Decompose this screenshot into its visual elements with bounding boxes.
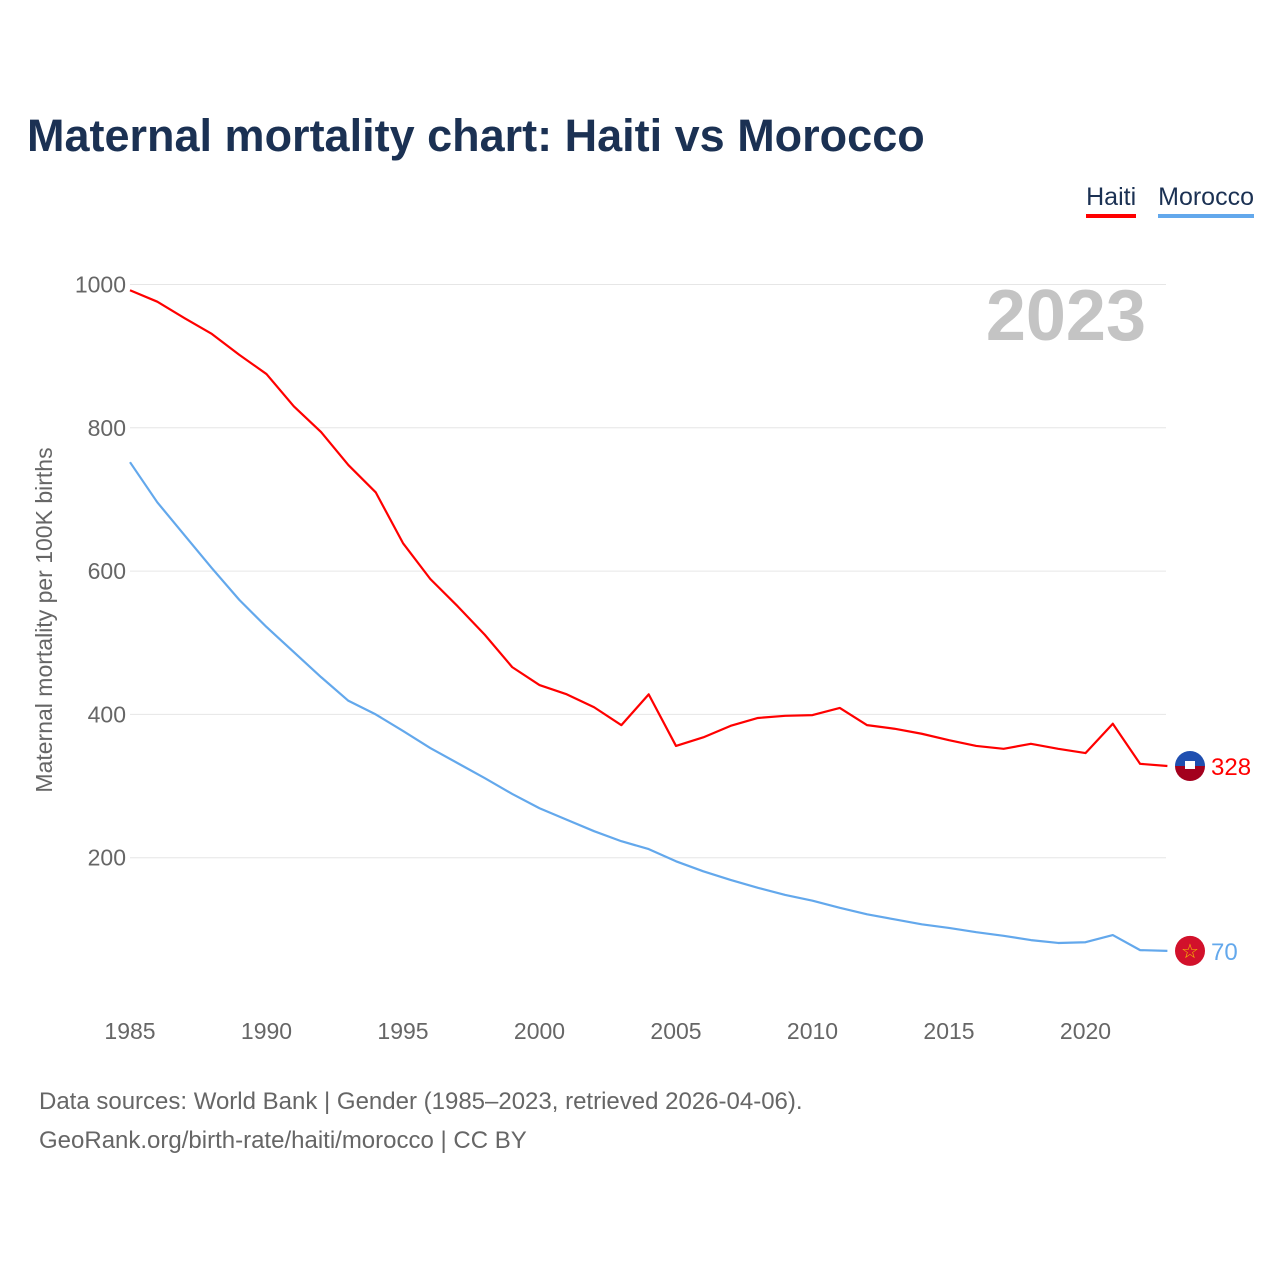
legend: Haiti Morocco [1086,183,1254,218]
x-tick-label: 2010 [787,1018,838,1044]
chart-title: Maternal mortality chart: Haiti vs Moroc… [27,110,925,161]
y-axis-label: Maternal mortality per 100K births [31,447,57,792]
y-tick-label: 600 [88,558,126,584]
year-watermark: 2023 [986,276,1146,356]
x-tick-label: 2000 [514,1018,565,1044]
y-tick-label: 400 [88,701,126,727]
x-tick-label: 2015 [923,1018,974,1044]
legend-haiti[interactable]: Haiti [1086,183,1137,218]
y-tick-label: 800 [88,415,126,441]
y-tick-label: 200 [88,845,126,871]
x-tick-label: 2020 [1060,1018,1111,1044]
footer-source: Data sources: World Bank | Gender (1985–… [39,1088,803,1115]
morocco-flag-icon [1175,935,1205,966]
end-label-morocco: 70 [1211,939,1238,966]
x-tick-label: 1990 [241,1018,292,1044]
x-tick-label: 2005 [650,1018,701,1044]
haiti-flag-emblem [1185,760,1195,769]
legend-morocco[interactable]: Morocco [1158,183,1254,218]
footer-url[interactable]: GeoRank.org/birth-rate/haiti/morocco | C… [39,1127,527,1154]
x-tick-label: 1995 [377,1018,428,1044]
x-tick-label: 1985 [104,1018,155,1044]
end-label-haiti: 328 [1211,754,1251,781]
haiti-flag-icon-lower [1175,765,1205,781]
morocco-star-icon: ☆ [1181,941,1199,963]
haiti-flag-icon [1175,750,1205,766]
series-line-haiti [129,289,1168,768]
series-line-morocco [129,461,1168,952]
y-tick-label: 1000 [75,272,126,298]
